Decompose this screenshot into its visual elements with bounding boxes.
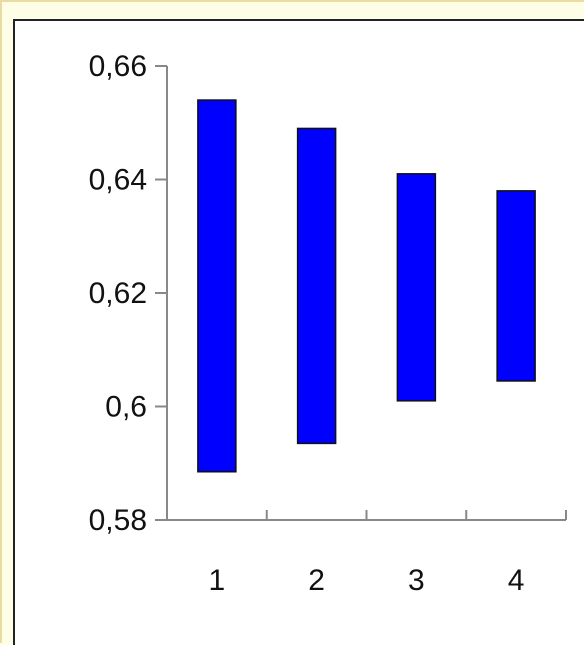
range-bar	[296, 127, 337, 445]
x-tick-label: 1	[209, 564, 226, 597]
range-bar	[197, 99, 237, 473]
range-bar	[396, 173, 437, 402]
x-tick-label: 4	[508, 564, 525, 597]
y-tick-label: 0,66	[89, 50, 147, 83]
bars	[197, 99, 536, 473]
x-tick-label: 3	[408, 564, 425, 597]
x-axis: 1 2 3 4	[167, 510, 567, 597]
y-tick-label: 0,6	[105, 391, 147, 424]
x-tick-label: 2	[308, 564, 325, 597]
y-axis: 0,58 0,6 0,62 0,64 0,66	[89, 50, 168, 537]
y-tick-label: 0,64	[89, 164, 147, 197]
y-tick-label: 0,58	[89, 504, 147, 537]
y-tick-label: 0,62	[89, 277, 147, 310]
range-bar	[496, 190, 536, 382]
